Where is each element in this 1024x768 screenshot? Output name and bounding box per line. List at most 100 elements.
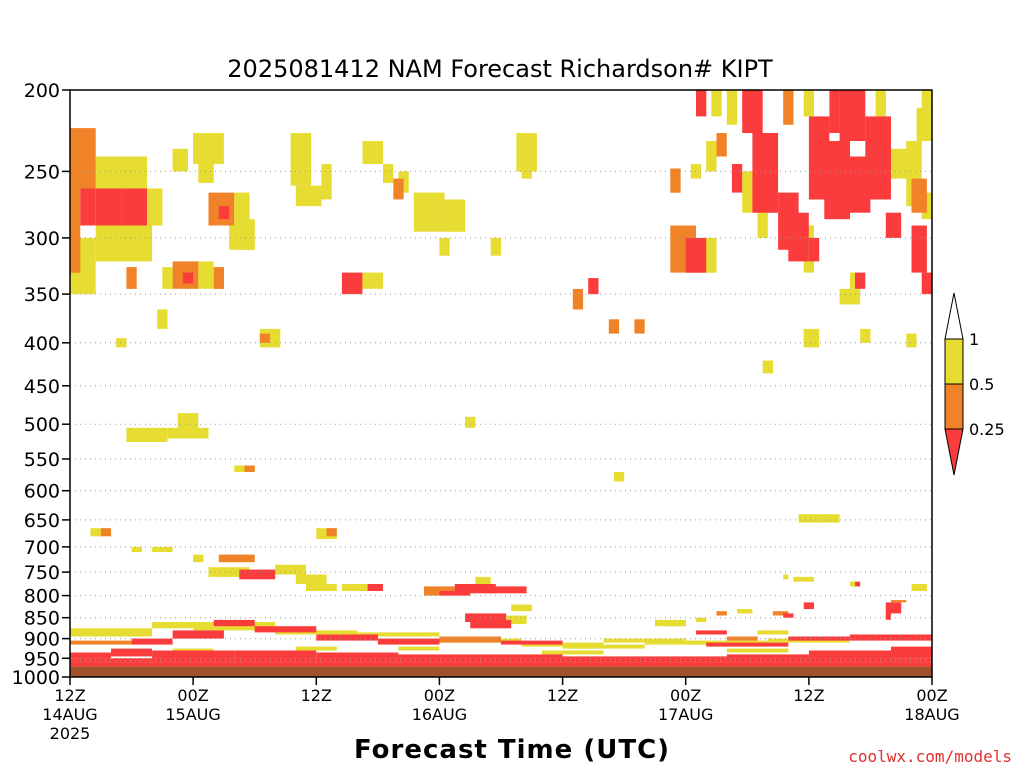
x-tick-label: 15AUG — [165, 705, 220, 724]
ri-cell — [891, 646, 932, 659]
ri-cell — [803, 90, 814, 117]
ri-cell — [244, 465, 255, 472]
ri-cell — [849, 156, 871, 213]
ri-cell — [480, 654, 563, 663]
x-tick-label: 00Z — [670, 686, 701, 705]
ri-cell — [383, 164, 394, 183]
ri-cell — [95, 188, 122, 226]
ri-cell — [454, 584, 496, 594]
ri-cell — [803, 225, 814, 273]
ri-cell — [572, 288, 584, 310]
ri-cell — [362, 141, 383, 164]
ri-cell — [208, 133, 224, 165]
ri-cell — [783, 574, 789, 580]
ri-cell — [737, 609, 753, 614]
ri-cell — [234, 650, 317, 661]
ri-cell — [177, 413, 199, 432]
ri-cell — [398, 654, 481, 661]
x-tick-label: 12Z — [547, 686, 578, 705]
ground-band — [70, 666, 932, 677]
ri-cell — [295, 574, 327, 584]
ri-cell — [475, 576, 491, 584]
legend: 1 0.5 0.25 — [944, 292, 1005, 476]
legend-swatch — [944, 383, 964, 430]
ri-cell — [891, 600, 907, 603]
ri-cell — [562, 644, 645, 649]
x-tick-label: 12Z — [793, 686, 824, 705]
ri-cell — [670, 168, 681, 193]
ri-cell — [891, 148, 902, 179]
ri-cell — [70, 652, 111, 659]
ri-cell — [162, 267, 173, 289]
ri-cell — [439, 636, 501, 643]
y-tick-label: 800 — [24, 586, 60, 608]
ri-cell — [742, 90, 763, 133]
ri-cell — [70, 188, 81, 273]
ri-cell — [413, 192, 445, 232]
ri-cell — [193, 133, 209, 165]
x-tick-label: 00Z — [916, 686, 947, 705]
ri-cell — [696, 617, 707, 622]
y-tick-label: 850 — [24, 608, 60, 630]
chart-title: 2025081412 NAM Forecast Richardson# KIPT — [227, 55, 773, 83]
ri-cell — [70, 128, 96, 189]
ri-cell — [824, 141, 850, 220]
ri-cell — [254, 626, 317, 633]
ri-cell — [367, 584, 383, 591]
x-tick-label: 00Z — [177, 686, 208, 705]
ri-cell — [259, 333, 271, 343]
ri-cell — [213, 619, 255, 627]
ri-cell — [326, 528, 337, 537]
ri-cell — [295, 185, 322, 207]
y-tick-label: 750 — [24, 562, 60, 584]
ri-cell — [167, 427, 209, 439]
ri-cell — [911, 584, 927, 591]
ri-cell — [95, 156, 147, 189]
ri-cell — [803, 576, 814, 582]
ri-cell — [608, 319, 620, 334]
y-tick-label: 900 — [24, 629, 60, 651]
x-tick-label: 00Z — [424, 686, 455, 705]
ri-cell — [855, 272, 866, 289]
ri-cell — [290, 133, 312, 186]
ri-cell — [131, 546, 142, 553]
ri-cell — [803, 328, 820, 348]
ri-cell — [362, 272, 373, 289]
ri-cell — [316, 634, 378, 641]
ri-cell — [665, 622, 686, 627]
ri-cell — [921, 90, 932, 108]
ri-cell — [901, 148, 912, 179]
ri-cell — [295, 646, 337, 651]
ri-cell — [126, 427, 168, 442]
ri-cell — [485, 586, 527, 594]
ri-cell — [152, 650, 235, 661]
y-tick-label: 250 — [24, 161, 60, 183]
ri-cell — [793, 576, 804, 582]
ri-cell — [803, 602, 814, 610]
ri-cell — [916, 107, 932, 141]
ri-cell — [603, 638, 686, 643]
ri-cell — [172, 630, 224, 639]
ri-cell — [321, 164, 332, 200]
ri-cell — [116, 338, 127, 348]
x-tick-label: 18AUG — [904, 705, 959, 724]
ri-cell — [634, 319, 645, 334]
ri-cell — [501, 640, 563, 645]
ri-cells — [70, 90, 932, 667]
ri-cell — [126, 267, 137, 289]
ri-cell — [470, 619, 512, 629]
ri-cell — [275, 630, 358, 635]
ri-cell — [696, 630, 727, 635]
ri-cell — [521, 156, 532, 179]
ri-cell — [588, 278, 599, 295]
ri-cell — [613, 472, 625, 482]
ri-cell — [341, 272, 363, 295]
ri-cell — [444, 199, 466, 232]
ri-cell — [644, 656, 727, 663]
ri-cell — [218, 554, 255, 563]
ri-cell — [875, 90, 886, 117]
ri-cell — [70, 662, 932, 667]
ri-cell — [213, 267, 224, 289]
